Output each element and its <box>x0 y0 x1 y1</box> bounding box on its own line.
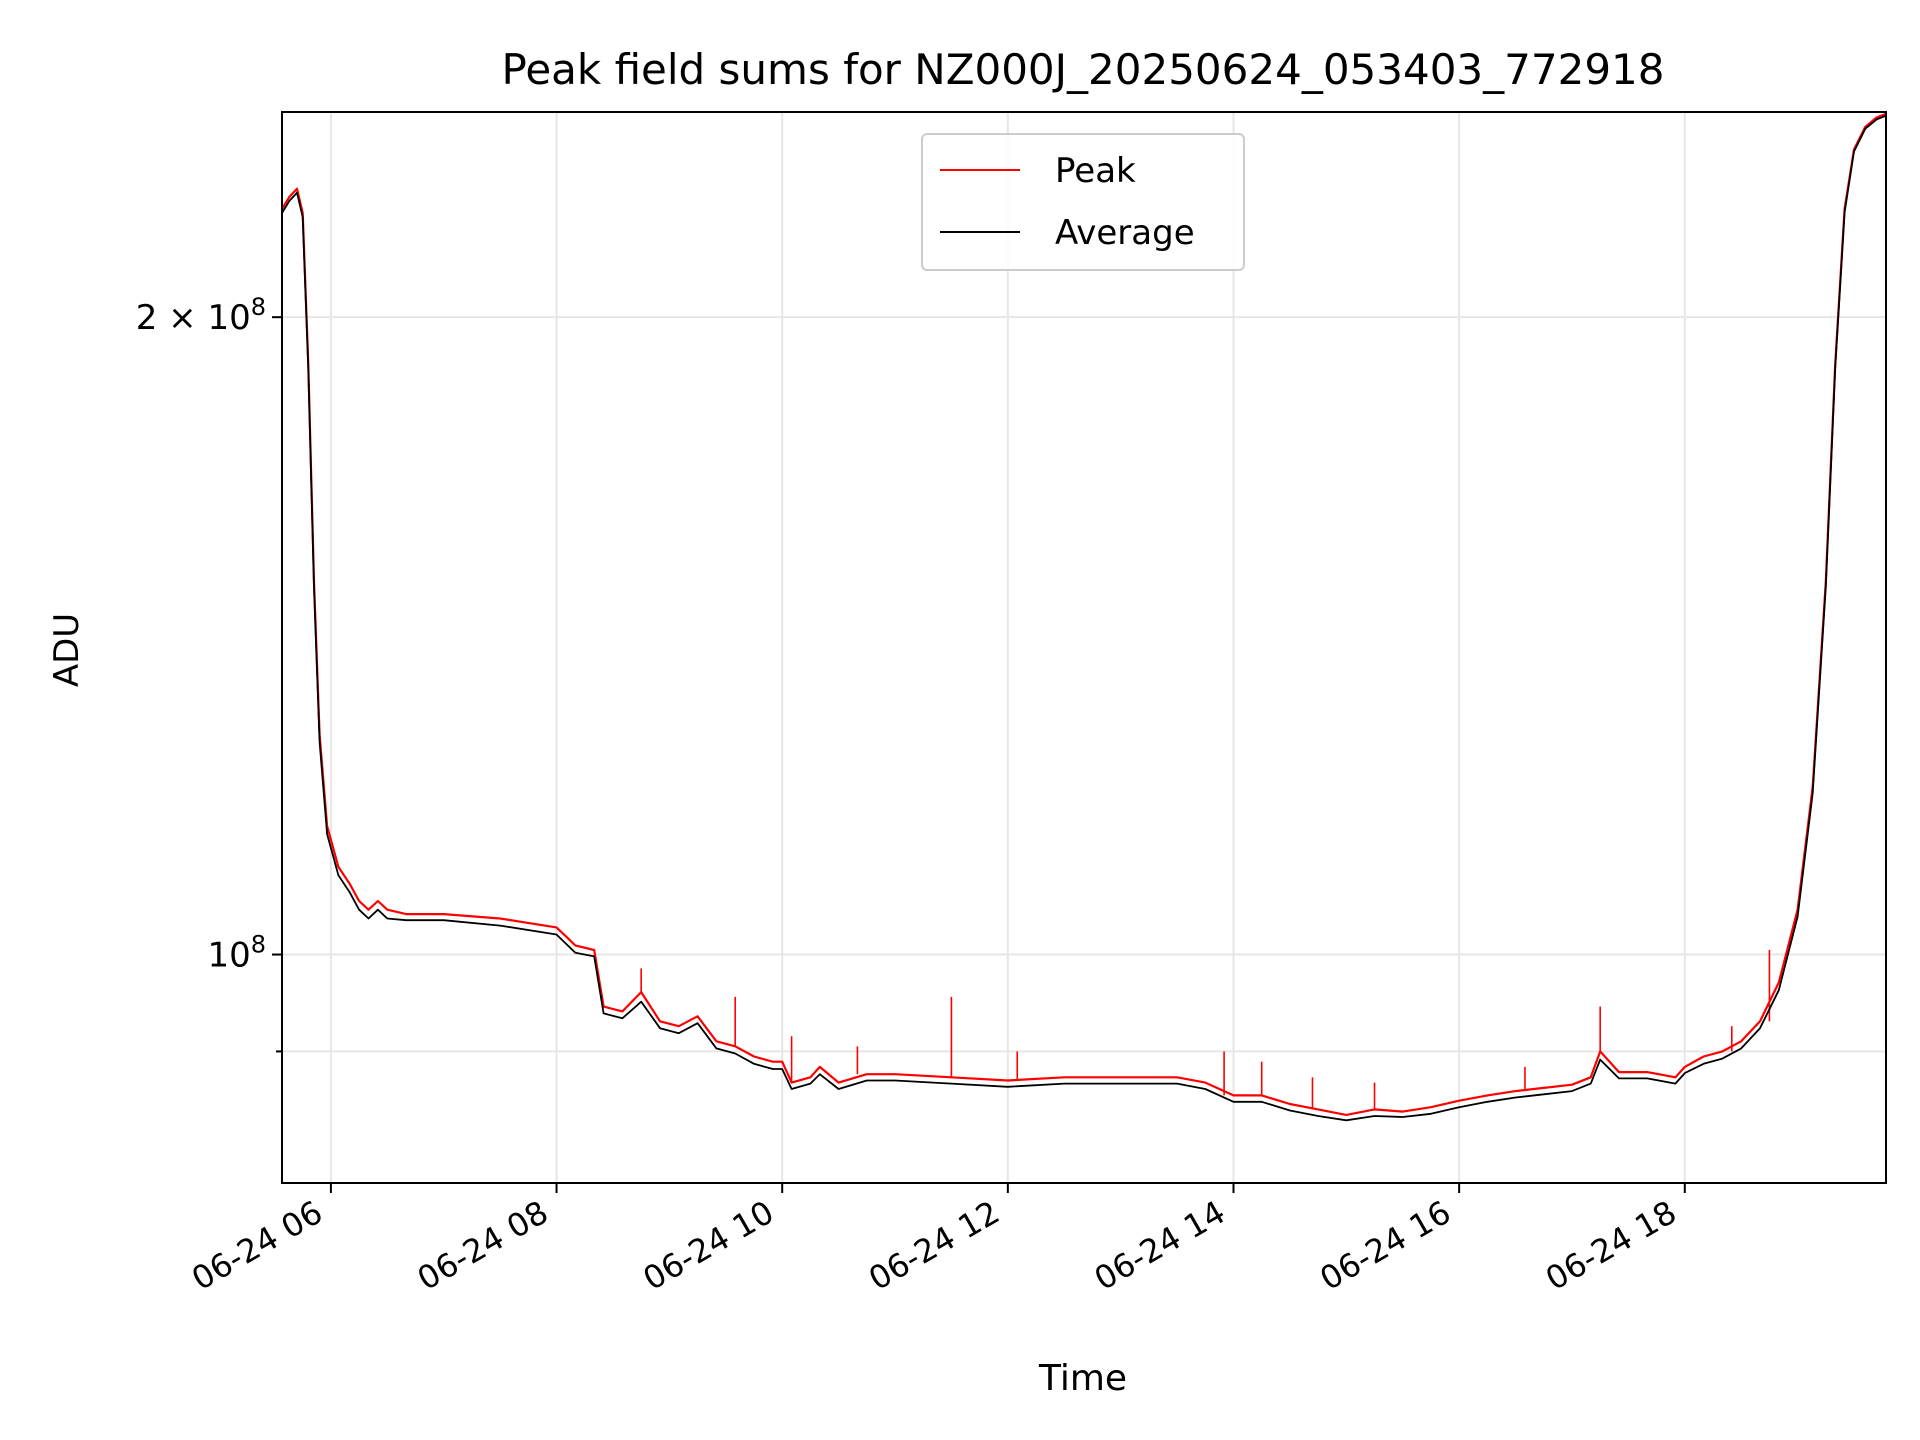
x-tick-label: 06-24 16 <box>1314 1193 1458 1298</box>
y-tick-label: 108 <box>207 931 266 976</box>
ticks: 06-24 06 06-24 08 06-24 10 06-24 12 06-24 14… <box>136 293 1686 1298</box>
y-axis-label: ADU <box>47 613 87 687</box>
x-tick-label: 06-24 10 <box>637 1193 781 1298</box>
y-tick-label-exponent: 8 <box>251 931 266 959</box>
y-tick-label-base: 10 <box>207 936 250 976</box>
grid <box>282 112 1886 1183</box>
y-tick-label-exponent: 8 <box>251 293 266 321</box>
legend-label-average: Average <box>1055 213 1195 253</box>
legend: Peak Average <box>921 133 1245 271</box>
y-tick-label: 2 × 108 <box>136 293 266 338</box>
x-tick-label: 06-24 14 <box>1088 1193 1232 1298</box>
x-tick-label: 06-24 08 <box>411 1193 555 1298</box>
y-tick-label-base: 2 × 10 <box>136 298 251 338</box>
x-tick-label: 06-24 06 <box>185 1193 329 1298</box>
chart-title: Peak field sums for NZ000J_20250624_0534… <box>502 45 1665 94</box>
axes <box>281 111 1887 1184</box>
legend-box <box>921 133 1245 271</box>
series-line-average <box>281 114 1887 1122</box>
axes-frame <box>281 111 1887 1184</box>
legend-label-peak: Peak <box>1055 151 1136 191</box>
x-tick-label: 06-24 12 <box>862 1193 1006 1298</box>
x-axis-label: Time <box>1038 1358 1127 1399</box>
x-tick-label: 06-24 18 <box>1539 1193 1683 1298</box>
plot-area <box>281 112 1887 1122</box>
